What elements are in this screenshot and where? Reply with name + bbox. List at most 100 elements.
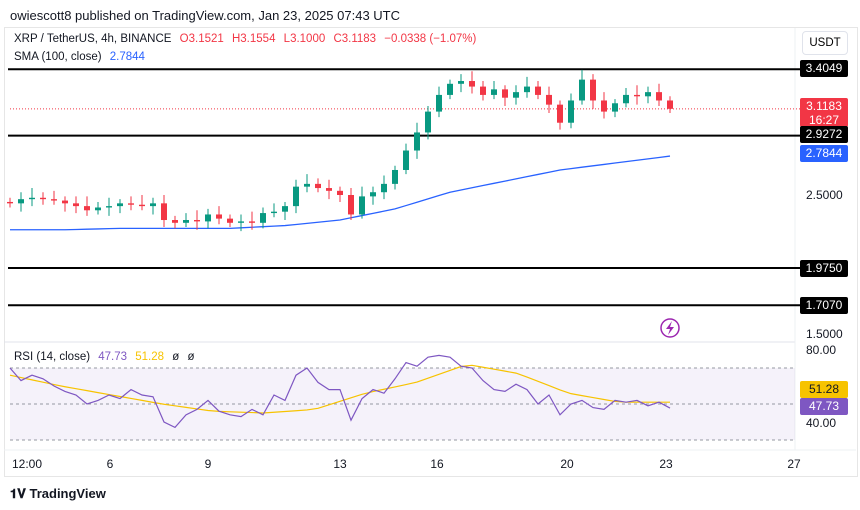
candle-body — [337, 190, 343, 195]
candle-body — [95, 207, 101, 211]
price-tick: 1.5000 — [806, 327, 843, 341]
sma-legend: SMA (100, close) 2.7844 — [14, 51, 150, 63]
rsi-value-tag: 47.73 — [800, 398, 848, 415]
candle-body — [623, 94, 629, 104]
candle-body — [403, 150, 409, 170]
candle-body — [568, 100, 574, 123]
candle-body — [205, 214, 211, 222]
close-value: C3.1183 — [333, 33, 377, 45]
candle-body — [634, 94, 640, 97]
rsi-na-1: ø — [172, 351, 180, 363]
sma-label[interactable]: SMA (100, close) — [14, 51, 102, 63]
candle-body — [271, 211, 277, 214]
price-tick: 2.5000 — [806, 188, 843, 202]
countdown: 16:27 — [808, 113, 840, 127]
candle-body — [348, 195, 354, 215]
candle-body — [128, 203, 134, 205]
candle-body — [150, 203, 156, 207]
candle-body — [425, 111, 431, 133]
time-tick: 13 — [333, 457, 347, 471]
candle-body — [29, 197, 35, 200]
time-tick: 9 — [204, 457, 212, 471]
candle-body — [326, 188, 332, 191]
rsi-line — [9, 354, 671, 429]
candle-body — [546, 94, 552, 105]
candle-body — [535, 86, 541, 95]
candle-body — [667, 100, 673, 109]
candle-body — [491, 89, 497, 95]
symbol-label[interactable]: XRP / TetherUS, 4h, BINANCE — [14, 33, 172, 45]
candle-body — [656, 92, 662, 101]
tradingview-logo[interactable]: 𝟏𝐕 TradingView — [10, 486, 106, 502]
rsi-legend: RSI (14, close) 47.73 51.28 ø ø — [14, 351, 200, 363]
candle-body — [84, 206, 90, 211]
candle-body — [73, 203, 79, 207]
candle-body — [18, 199, 24, 204]
level-tag-3: 1.9750 — [800, 260, 848, 277]
symbol-legend: XRP / TetherUS, 4h, BINANCE O3.1521 H3.1… — [14, 33, 481, 45]
candle-body — [502, 89, 508, 98]
candle-body — [392, 169, 398, 184]
brand-name: TradingView — [29, 486, 106, 501]
open-value: O3.1521 — [179, 33, 224, 45]
candle-body — [249, 221, 255, 223]
candle-body — [513, 92, 519, 98]
candle-body — [183, 220, 189, 223]
candle-body — [106, 206, 112, 208]
candle-body — [194, 220, 200, 222]
time-tick: 12:00 — [11, 457, 43, 471]
candle-body — [227, 218, 233, 223]
candle-body — [579, 79, 585, 101]
time-tick: 6 — [106, 457, 114, 471]
candle-body — [117, 203, 123, 207]
time-tick: 20 — [560, 457, 574, 471]
sma-price-tag: 2.7844 — [800, 145, 848, 162]
tv-logo-icon: 𝟏𝐕 — [10, 486, 26, 501]
candle-body — [612, 103, 618, 112]
candle-body — [315, 183, 321, 189]
candle-body — [480, 86, 486, 95]
candle-body — [381, 183, 387, 193]
candle-body — [238, 221, 244, 223]
candle-body — [40, 197, 46, 200]
change-value: −0.0338 (−1.07%) — [384, 33, 477, 45]
candle-body — [590, 79, 596, 101]
rsi-ma-line — [9, 364, 670, 414]
candle-body — [282, 206, 288, 212]
candle-body — [469, 81, 475, 87]
sma-line — [10, 155, 671, 231]
candle-body — [645, 92, 651, 97]
rsi-tick: 80.00 — [806, 343, 837, 357]
published-caption: owiescott8 published on TradingView.com,… — [10, 8, 400, 23]
candle-body — [304, 183, 310, 187]
candle-body — [447, 83, 453, 95]
currency-button[interactable]: USDT — [802, 31, 848, 55]
lightning-icon-circle — [660, 318, 680, 338]
rsi-label[interactable]: RSI (14, close) — [14, 351, 91, 363]
candle-body — [524, 86, 530, 93]
candle-body — [601, 100, 607, 112]
candle-body — [51, 199, 57, 201]
candle-body — [293, 186, 299, 207]
candle-body — [359, 196, 365, 215]
sma-value: 2.7844 — [109, 51, 145, 63]
time-tick: 23 — [659, 457, 673, 471]
candle-body — [172, 220, 178, 223]
current-price-tag: 3.1183 16:27 — [800, 98, 848, 127]
rsi-tick: 40.00 — [806, 416, 837, 430]
candle-body — [139, 204, 145, 207]
lightning-icon-bolt — [666, 321, 674, 335]
rsi-ma-value: 51.28 — [135, 351, 165, 363]
low-value: L3.1000 — [283, 33, 326, 45]
candle-body — [414, 132, 420, 151]
high-value: H3.1554 — [231, 33, 276, 45]
candle-body — [161, 203, 167, 221]
time-tick: 27 — [787, 457, 801, 471]
candle-body — [436, 94, 442, 112]
level-tag-2: 2.9272 — [800, 126, 848, 143]
candle-body — [216, 214, 222, 219]
candle-body — [370, 192, 376, 197]
level-tag-1: 3.4049 — [800, 60, 848, 77]
candle-body — [557, 104, 563, 123]
